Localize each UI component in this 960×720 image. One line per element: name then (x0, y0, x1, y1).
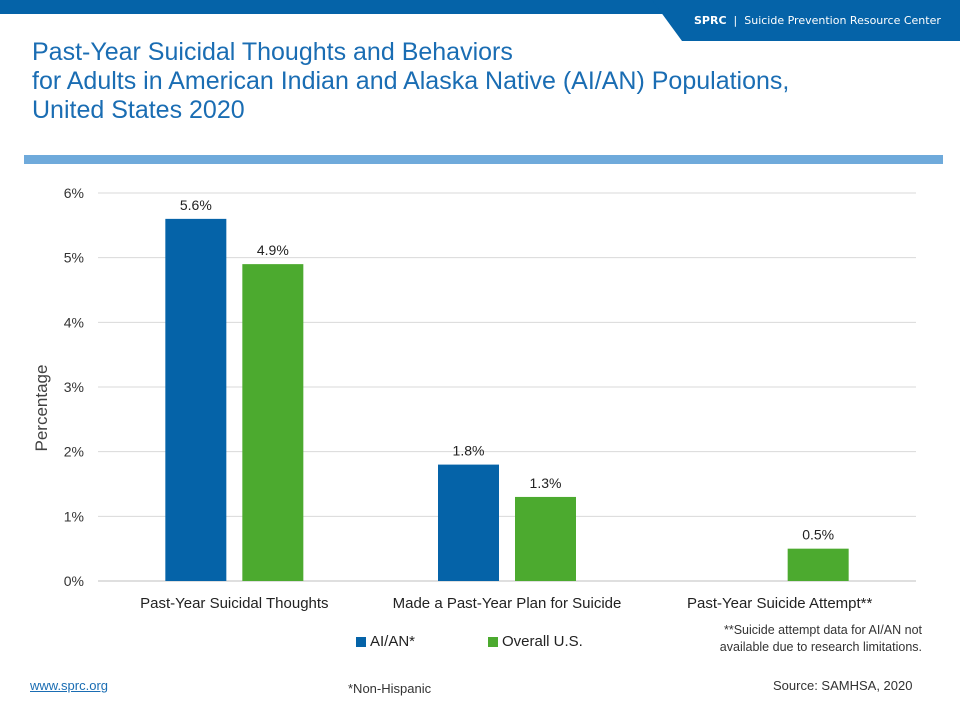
title-line-3: United States 2020 (32, 96, 245, 124)
bar-overall (515, 496, 576, 581)
brand-separator: | (733, 14, 738, 27)
title-divider (24, 155, 943, 164)
bar-overall (242, 264, 304, 581)
source-note: Source: SAMHSA, 2020 (773, 678, 913, 693)
bar-overall (787, 548, 849, 581)
y-tick-label: 0% (64, 573, 84, 589)
title-line-1: Past-Year Suicidal Thoughts and Behavior… (32, 38, 513, 66)
attempt-footnote: **Suicide attempt data for AI/AN not ava… (719, 623, 922, 654)
y-axis-label: Percentage (32, 364, 51, 452)
data-label: 1.8% (453, 443, 485, 459)
brand-abbrev: SPRC (694, 14, 727, 27)
page-title: Past-Year Suicidal Thoughts and Behavior… (32, 38, 789, 125)
y-tick-label: 1% (64, 508, 84, 524)
x-tick-label: Past-Year Suicide Attempt** (687, 595, 873, 612)
bar-aian (438, 464, 499, 581)
brand-name: Suicide Prevention Resource Center (744, 14, 941, 27)
y-tick-label: 5% (64, 250, 84, 266)
y-tick-label: 6% (64, 185, 84, 201)
y-tick-label: 2% (64, 444, 84, 460)
non-hispanic-note: *Non-Hispanic (348, 681, 432, 696)
title-line-2: for Adults in American Indian and Alaska… (32, 67, 790, 95)
y-tick-label: 4% (64, 314, 84, 330)
data-label: 5.6% (180, 197, 212, 213)
data-label: 1.3% (530, 475, 562, 491)
data-label: 4.9% (257, 242, 289, 258)
bar-aian (165, 218, 227, 581)
x-tick-label: Made a Past-Year Plan for Suicide (393, 595, 622, 612)
legend-swatch-green (488, 636, 498, 647)
legend-label: Overall U.S. (502, 633, 583, 650)
x-tick-label: Past-Year Suicidal Thoughts (140, 595, 328, 612)
legend-label: AI/AN* (370, 633, 416, 650)
legend-swatch-blue (356, 636, 366, 647)
y-tick-label: 3% (64, 379, 84, 395)
legend-item-overall: Overall U.S. (488, 633, 583, 650)
legend-item-aian: AI/AN* (356, 633, 415, 650)
data-label: 0.5% (802, 527, 834, 543)
website-link[interactable]: www.sprc.org (30, 678, 109, 693)
brand-banner: SPRC | Suicide Prevention Resource Cente… (652, 0, 960, 41)
